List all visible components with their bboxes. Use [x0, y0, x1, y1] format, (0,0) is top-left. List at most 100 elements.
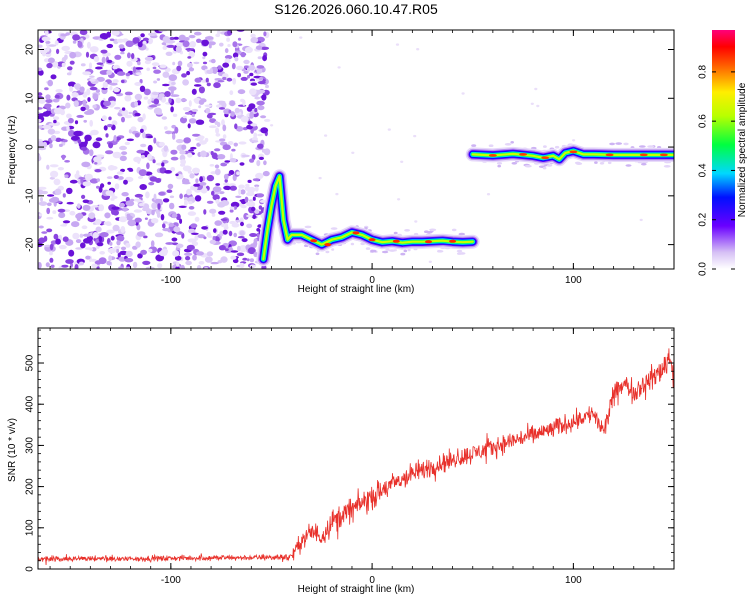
noise-point — [237, 72, 242, 78]
noise-point — [192, 133, 201, 137]
noise-point — [134, 93, 143, 101]
noise-point — [52, 98, 60, 103]
noise-point — [130, 198, 135, 202]
x-tick-label: -100 — [161, 275, 181, 286]
noise-point — [126, 60, 133, 67]
noise-point — [335, 192, 339, 196]
snr-frame — [37, 327, 675, 570]
band-halo-point — [615, 142, 622, 145]
band-halo-point — [524, 164, 532, 168]
noise-point — [38, 119, 42, 123]
noise-point — [61, 45, 70, 52]
noise-point — [50, 196, 60, 203]
band-halo-point — [371, 249, 377, 253]
noise-point — [166, 40, 176, 44]
noise-point — [120, 226, 126, 233]
noise-point — [154, 232, 164, 238]
noise-point — [62, 236, 69, 242]
noise-point — [38, 107, 43, 110]
noise-point — [133, 156, 142, 163]
noise-point — [258, 205, 263, 210]
noise-point — [142, 37, 149, 42]
noise-point — [216, 100, 226, 104]
noise-point — [45, 40, 51, 44]
noise-point — [111, 30, 120, 36]
noise-point — [46, 228, 53, 233]
noise-point — [187, 170, 192, 174]
noise-point — [145, 266, 155, 269]
noise-point — [106, 229, 115, 234]
band-halo-point — [607, 161, 612, 165]
noise-point — [72, 40, 77, 44]
noise-point — [98, 235, 103, 243]
noise-point — [182, 165, 192, 172]
noise-point — [222, 76, 227, 81]
colorbar-tick-label: 0.6 — [698, 114, 709, 128]
noise-point — [177, 60, 183, 67]
noise-point — [38, 201, 48, 207]
noise-point — [253, 132, 258, 138]
noise-point — [400, 160, 404, 163]
noise-point — [137, 176, 144, 179]
noise-point — [108, 255, 112, 262]
noise-point — [229, 220, 236, 225]
noise-point — [186, 70, 191, 76]
noise-point — [187, 56, 192, 59]
noise-point — [195, 119, 205, 125]
noise-point — [210, 58, 216, 64]
x-tick-label: 100 — [565, 275, 582, 286]
band-halo-point — [609, 142, 615, 146]
colorbar-tick-label: 0.2 — [698, 212, 709, 226]
noise-point — [134, 133, 140, 138]
noise-point — [233, 142, 238, 147]
noise-point — [103, 125, 108, 131]
noise-point — [140, 154, 145, 159]
noise-point — [88, 212, 96, 220]
noise-point — [151, 62, 160, 67]
noise-point — [169, 202, 175, 210]
noise-point — [197, 265, 202, 269]
noise-point — [181, 144, 187, 150]
noise-point — [99, 33, 109, 40]
noise-point — [157, 263, 163, 269]
noise-point — [240, 98, 245, 103]
noise-point — [71, 221, 80, 228]
noise-point — [214, 220, 222, 226]
y-tick-label: -20 — [25, 237, 36, 252]
noise-point — [124, 141, 130, 146]
noise-point — [158, 141, 165, 147]
noise-point — [120, 168, 126, 173]
band-halo-point — [457, 252, 462, 255]
noise-point — [56, 48, 60, 55]
noise-point — [75, 213, 84, 220]
noise-point — [139, 184, 147, 190]
noise-point — [118, 256, 126, 262]
noise-point — [121, 107, 126, 111]
noise-point — [57, 167, 64, 171]
noise-point — [247, 179, 252, 183]
noise-point — [145, 191, 150, 199]
noise-point — [241, 238, 248, 243]
noise-point — [110, 235, 115, 241]
noise-point — [253, 240, 258, 247]
noise-point — [100, 183, 105, 188]
noise-point — [219, 138, 226, 142]
noise-point — [235, 195, 242, 198]
x-tick-label: 0 — [369, 275, 375, 286]
snr-ylabel: SNR (10 * v/v) — [7, 418, 18, 482]
noise-point — [201, 39, 209, 47]
noise-point — [49, 176, 55, 180]
noise-point — [110, 165, 118, 170]
noise-point — [256, 193, 265, 198]
noise-point — [182, 106, 191, 111]
noise-point — [194, 216, 200, 222]
noise-point — [235, 126, 244, 132]
noise-point — [58, 143, 63, 147]
noise-point — [240, 189, 246, 195]
noise-point — [238, 188, 242, 195]
noise-point — [126, 52, 131, 59]
noise-point — [231, 62, 236, 70]
noise-point — [121, 116, 125, 123]
noise-point — [108, 116, 112, 121]
noise-point — [230, 111, 235, 117]
